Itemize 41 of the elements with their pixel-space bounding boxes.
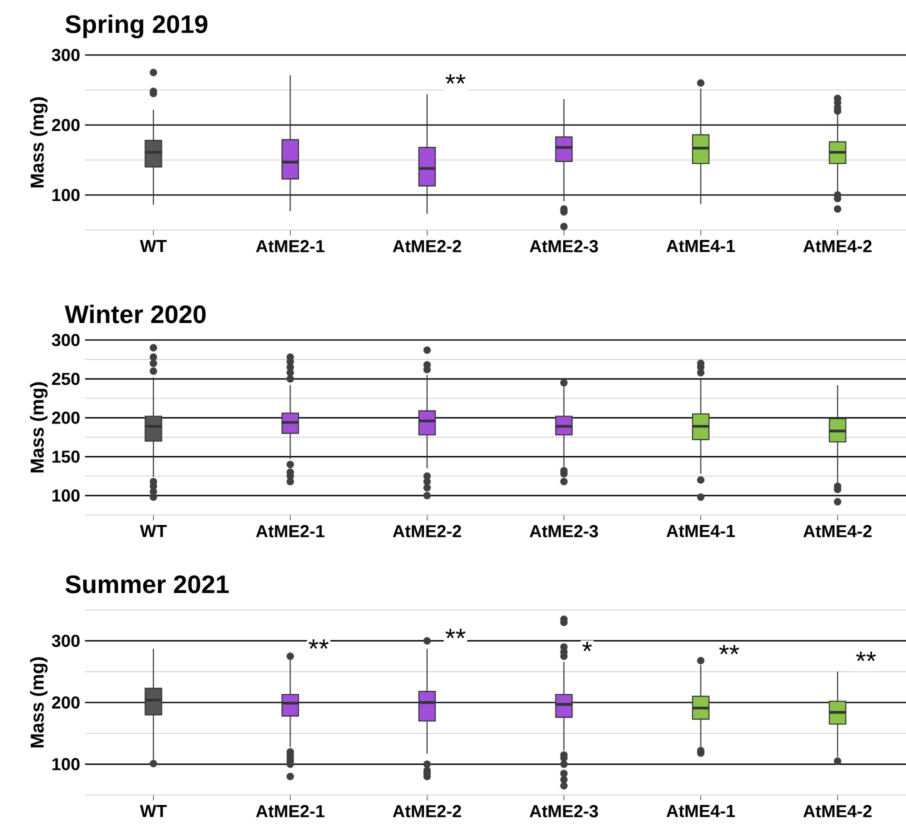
chart-title: Summer 2021 [65, 575, 229, 594]
x-tick-label: AtME2-2 [392, 240, 462, 252]
x-tick-label: AtME2-1 [256, 525, 324, 538]
x-tick-label: AtME2-1 [256, 805, 324, 818]
x-tick-label: AtME2-3 [530, 525, 598, 538]
x-tick-label: WT [140, 525, 167, 537]
chart-title: Winter 2020 [64, 304, 206, 324]
y-tick-label: 150 [52, 450, 80, 463]
x-tick-label: AtME4-2 [803, 525, 872, 538]
x-tick-label: WT [140, 240, 167, 252]
x-tick-label: AtME4-1 [666, 525, 735, 538]
y-tick-label: 200 [52, 696, 80, 709]
annotation: * [582, 642, 592, 652]
y-tick-label: 100 [52, 758, 80, 770]
x-tick-label: AtME4-2 [803, 240, 872, 252]
x-tick-label: AtME4-1 [666, 240, 735, 252]
x-tick-label: AtME4-2 [803, 805, 872, 818]
y-tick-label: 200 [52, 412, 80, 424]
y-axis-title: Mass (mg) [30, 382, 48, 472]
x-tick-label: AtME2-3 [530, 805, 598, 818]
y-tick-label: 100 [52, 188, 80, 202]
annotation: ** [308, 639, 329, 649]
x-tick-label: AtME4-1 [666, 805, 735, 818]
annotation: ** [446, 74, 466, 84]
y-tick-label: 250 [52, 372, 80, 386]
y-axis-title: Mass (mg) [30, 657, 48, 748]
y-tick-label: 100 [52, 489, 80, 502]
y-tick-label: 300 [52, 334, 80, 346]
y-axis-title: Mass (mg) [30, 97, 48, 188]
annotation: ** [856, 652, 876, 662]
x-tick-label: AtME2-2 [392, 525, 462, 538]
y-tick-label: 200 [52, 118, 80, 132]
x-tick-label: AtME2-2 [392, 805, 462, 818]
x-tick-label: WT [140, 805, 167, 817]
y-tick-label: 300 [52, 634, 80, 647]
y-tick-label: 300 [52, 48, 80, 62]
x-tick-label: AtME2-3 [530, 240, 598, 252]
x-tick-label: AtME2-1 [256, 240, 324, 252]
annotation: ** [719, 644, 740, 654]
chart-title: Spring 2019 [65, 14, 208, 38]
annotation: ** [446, 628, 466, 638]
